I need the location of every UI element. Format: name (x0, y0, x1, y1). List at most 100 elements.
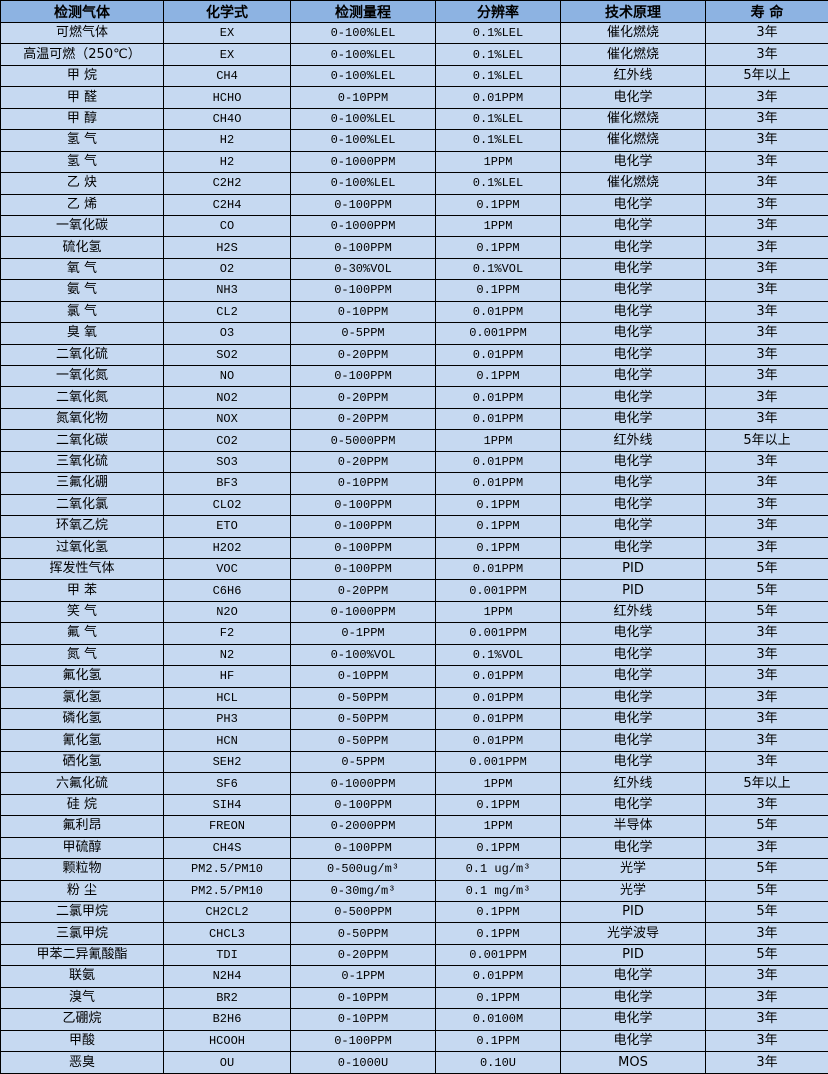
cell-resolution: 0.01PPM (435, 386, 561, 409)
cell-range: 0-10PPM (290, 665, 436, 688)
cell-gas: 氮 气 (0, 643, 164, 667)
cell-range: 0-5PPM (290, 750, 436, 774)
cell-principle: 光学 (560, 879, 706, 902)
cell-resolution: 1PPM (435, 429, 561, 452)
cell-lifespan: 3年 (705, 1008, 828, 1031)
cell-range: 0-20PPM (290, 450, 436, 474)
cell-lifespan: 5年 (705, 858, 828, 881)
table-row: 可燃气体 EX 0-100%LEL 0.1%LEL 催化燃烧 3年 (0, 21, 828, 45)
table-row: 恶臭 OU 0-1000U 0.10U MOS 3年 (0, 1051, 828, 1074)
cell-principle: PID (560, 943, 706, 967)
cell-resolution: 0.1%LEL (435, 21, 561, 45)
cell-formula: C2H4 (163, 193, 291, 216)
cell-gas: 二氯甲烷 (0, 900, 164, 924)
cell-gas: 氢 气 (0, 150, 164, 174)
cell-lifespan: 3年 (705, 107, 828, 131)
cell-range: 0-2000PPM (290, 815, 436, 838)
cell-gas: 氯 气 (0, 300, 164, 324)
table-row: 磷化氢 PH3 0-50PPM 0.01PPM 电化学 3年 (0, 707, 828, 731)
cell-resolution: 0.01PPM (435, 450, 561, 474)
cell-formula: HCL (163, 686, 291, 710)
table-row: 氨 气 NH3 0-100PPM 0.1PPM 电化学 3年 (0, 279, 828, 302)
cell-gas: 氟利昂 (0, 815, 164, 838)
cell-range: 0-100PPM (290, 236, 436, 259)
cell-resolution: 0.1PPM (435, 493, 561, 517)
cell-range: 0-100%LEL (290, 129, 436, 152)
cell-formula: OU (163, 1051, 291, 1074)
table-row: 甲 苯 C6H6 0-20PPM 0.001PPM PID 5年 (0, 579, 828, 602)
cell-range: 0-100PPM (290, 836, 436, 860)
cell-formula: PM2.5/PM10 (163, 879, 291, 902)
table-row: 氰化氢 HCN 0-50PPM 0.01PPM 电化学 3年 (0, 729, 828, 752)
table-row: 甲 醇 CH4O 0-100%LEL 0.1%LEL 催化燃烧 3年 (0, 107, 828, 131)
cell-gas: 臭 氧 (0, 322, 164, 345)
cell-resolution: 0.1PPM (435, 236, 561, 259)
cell-resolution: 0.001PPM (435, 750, 561, 774)
cell-range: 0-100PPM (290, 557, 436, 581)
cell-gas: 二氧化碳 (0, 429, 164, 452)
cell-principle: 电化学 (560, 386, 706, 409)
cell-lifespan: 3年 (705, 279, 828, 302)
cell-principle: 电化学 (560, 322, 706, 345)
cell-principle: 电化学 (560, 643, 706, 667)
cell-principle: 电化学 (560, 193, 706, 216)
cell-resolution: 0.1%LEL (435, 107, 561, 131)
cell-formula: CH4 (163, 64, 291, 88)
cell-gas: 硅 烷 (0, 793, 164, 817)
cell-lifespan: 3年 (705, 665, 828, 688)
cell-lifespan: 3年 (705, 172, 828, 195)
table-row: 甲 醛 HCHO 0-10PPM 0.01PPM 电化学 3年 (0, 86, 828, 109)
cell-lifespan: 3年 (705, 922, 828, 945)
cell-resolution: 0.01PPM (435, 965, 561, 988)
cell-gas: 六氟化硫 (0, 772, 164, 795)
cell-lifespan: 3年 (705, 686, 828, 710)
table-row: 臭 氧 O3 0-5PPM 0.001PPM 电化学 3年 (0, 322, 828, 345)
cell-principle: MOS (560, 1051, 706, 1074)
cell-range: 0-30%VOL (290, 257, 436, 281)
cell-principle: 电化学 (560, 986, 706, 1010)
cell-principle: 电化学 (560, 236, 706, 259)
cell-range: 0-1000PPM (290, 214, 436, 238)
cell-lifespan: 3年 (705, 450, 828, 474)
cell-gas: 氨 气 (0, 279, 164, 302)
table-row: 甲苯二异氰酸酯 TDI 0-20PPM 0.001PPM PID 5年 (0, 943, 828, 967)
cell-gas: 氢 气 (0, 129, 164, 152)
cell-formula: BF3 (163, 472, 291, 495)
cell-range: 0-30mg/m³ (290, 879, 436, 902)
cell-lifespan: 3年 (705, 343, 828, 367)
cell-lifespan: 3年 (705, 1051, 828, 1074)
table-row: 甲硫醇 CH4S 0-100PPM 0.1PPM 电化学 3年 (0, 836, 828, 860)
cell-lifespan: 3年 (705, 407, 828, 431)
cell-principle: PID (560, 557, 706, 581)
table-row: 氧 气 O2 0-30%VOL 0.1%VOL 电化学 3年 (0, 257, 828, 281)
cell-lifespan: 3年 (705, 150, 828, 174)
cell-range: 0-50PPM (290, 686, 436, 710)
cell-principle: 红外线 (560, 772, 706, 795)
cell-gas: 一氧化碳 (0, 214, 164, 238)
cell-lifespan: 5年 (705, 600, 828, 624)
cell-gas: 一氧化氮 (0, 364, 164, 388)
cell-principle: 红外线 (560, 600, 706, 624)
table-row: 二氧化氮 NO2 0-20PPM 0.01PPM 电化学 3年 (0, 386, 828, 409)
cell-formula: H2O2 (163, 536, 291, 559)
cell-formula: O2 (163, 257, 291, 281)
cell-resolution: 0.01PPM (435, 86, 561, 109)
cell-principle: 催化燃烧 (560, 172, 706, 195)
cell-resolution: 0.01PPM (435, 300, 561, 324)
table-row: 甲 烷 CH4 0-100%LEL 0.1%LEL 红外线 5年以上 (0, 64, 828, 88)
cell-range: 0-500ug/m³ (290, 858, 436, 881)
cell-gas: 环氧乙烷 (0, 515, 164, 538)
cell-range: 0-10PPM (290, 472, 436, 495)
cell-principle: 电化学 (560, 665, 706, 688)
cell-gas: 甲 醇 (0, 107, 164, 131)
cell-principle: 电化学 (560, 729, 706, 752)
cell-principle: 电化学 (560, 793, 706, 817)
cell-resolution: 0.01PPM (435, 557, 561, 581)
cell-gas: 氟 气 (0, 622, 164, 645)
cell-gas: 挥发性气体 (0, 557, 164, 581)
cell-lifespan: 3年 (705, 515, 828, 538)
cell-principle: 电化学 (560, 515, 706, 538)
cell-range: 0-100PPM (290, 1029, 436, 1053)
cell-gas: 氮氧化物 (0, 407, 164, 431)
